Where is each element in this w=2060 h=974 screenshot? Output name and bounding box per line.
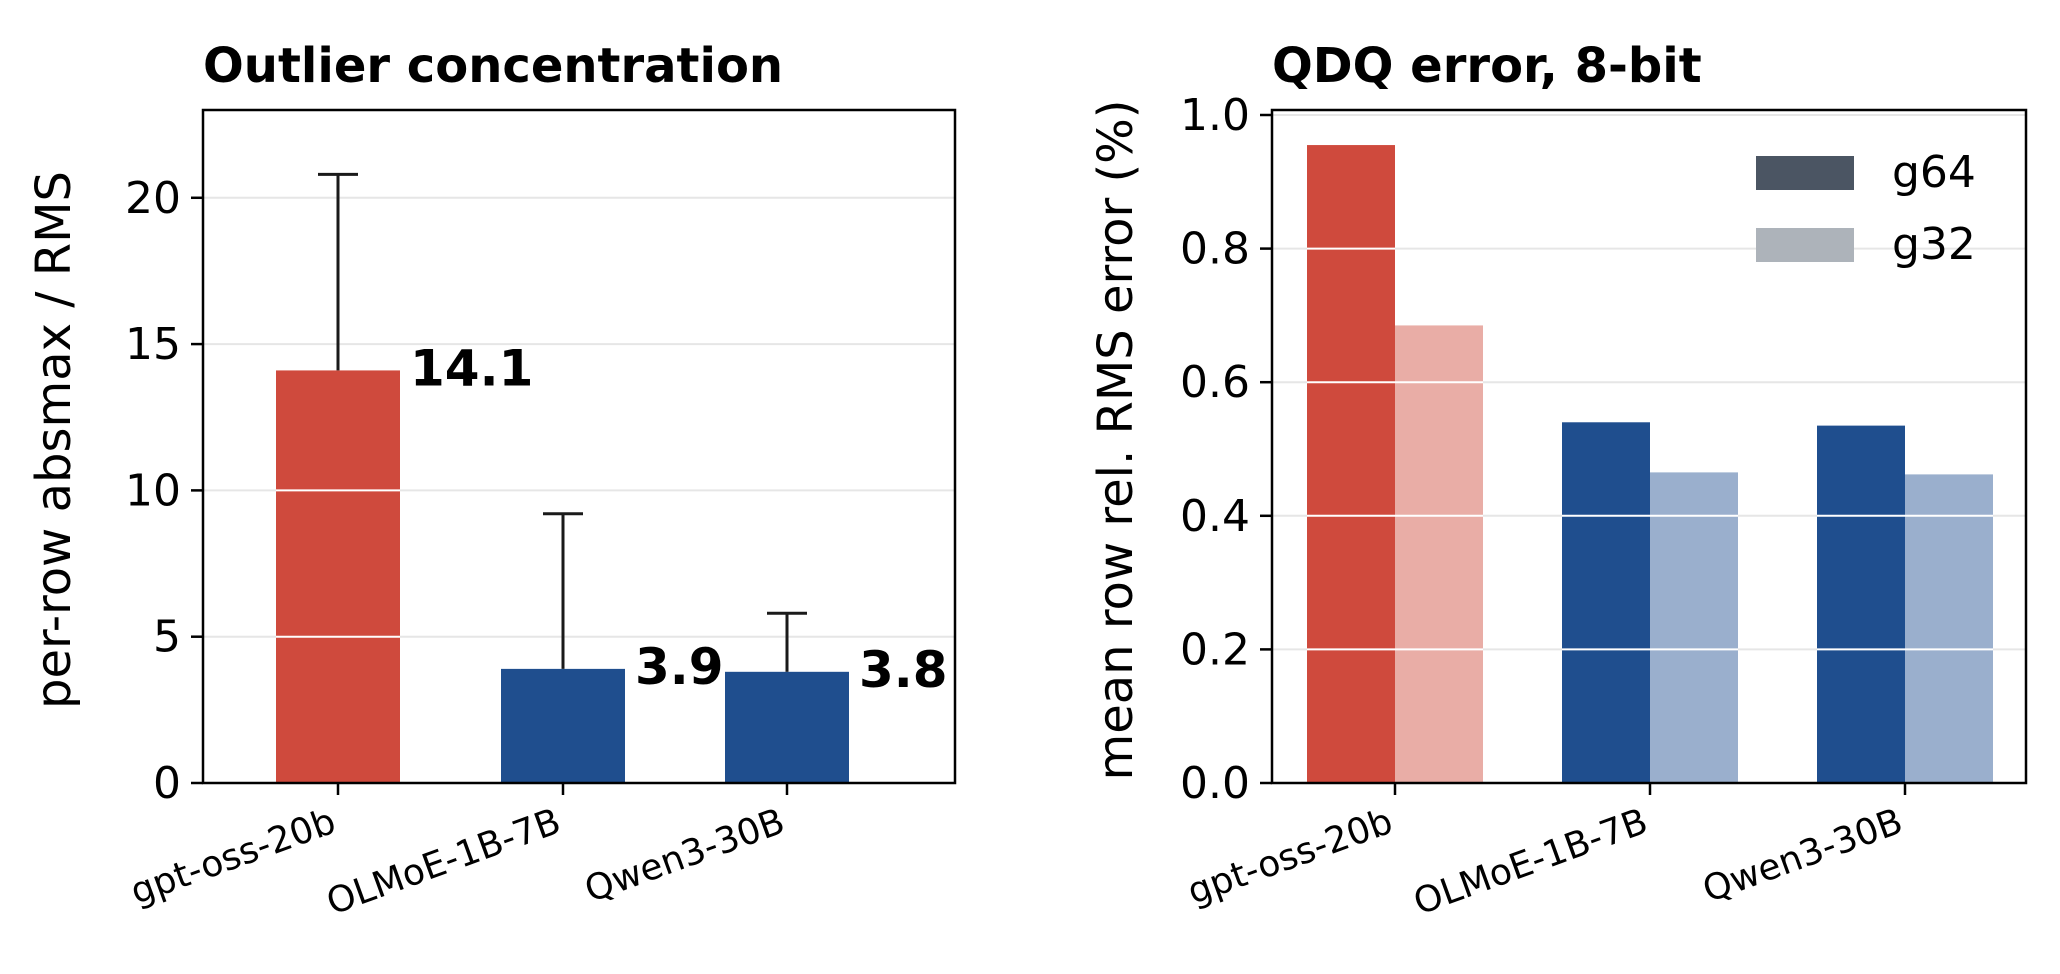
bar-g64: [1562, 422, 1650, 783]
x-tick-label: gpt-oss-20b: [1182, 801, 1398, 913]
legend-label-g64: g64: [1892, 147, 1976, 198]
bars: [1307, 145, 1993, 783]
data-labels: 14.1 3.9 3.8: [410, 339, 948, 698]
axis-ticks: 0.0 0.2 0.4 0.6 0.8 1.0 gpt-oss-20b OLMoE-1B-7B…: [1180, 90, 1908, 923]
y-tick-label: 0.6: [1180, 357, 1250, 408]
data-label: 3.8: [859, 641, 948, 699]
y-tick-label: 10: [125, 465, 181, 516]
bar: [501, 668, 625, 783]
bar: [725, 671, 849, 783]
x-tick-label: Qwen3-30B: [580, 801, 791, 911]
bar-g32: [1650, 472, 1738, 783]
x-tick-label: OLMoE-1B-7B: [321, 801, 566, 923]
plot-frame: [1270, 108, 2028, 785]
y-axis-label: mean row rel. RMS error (%): [1088, 99, 1144, 780]
bar-g32: [1905, 474, 1993, 783]
y-tick-label: 15: [125, 319, 181, 370]
y-tick-label: 1.0: [1180, 90, 1250, 141]
legend-swatch-g32: [1756, 228, 1854, 262]
y-tick-label: 0.8: [1180, 224, 1250, 275]
x-tick-label: OLMoE-1B-7B: [1408, 801, 1653, 923]
bars: [276, 370, 849, 783]
outlier-concentration-chart: Outlier concentration per-row absmax / R…: [26, 38, 957, 924]
y-tick-label: 0: [153, 758, 181, 809]
x-tick-label: Qwen3-30B: [1698, 801, 1909, 911]
qdq-error-chart: QDQ error, 8-bit mean row rel. RMS error…: [1088, 38, 2028, 923]
data-label: 3.9: [635, 638, 724, 696]
y-tick-label: 0.2: [1180, 624, 1250, 675]
chart-title: Outlier concentration: [203, 38, 783, 94]
error-bars: [318, 172, 807, 672]
y-tick-label: 0.4: [1180, 491, 1250, 542]
y-tick-label: 20: [125, 173, 181, 224]
legend-swatch-g64: [1756, 156, 1854, 190]
y-axis-label: per-row absmax / RMS: [26, 171, 82, 709]
x-tick-label: gpt-oss-20b: [125, 801, 341, 913]
data-label: 14.1: [410, 339, 533, 397]
chart-title: QDQ error, 8-bit: [1272, 38, 1702, 94]
bar-g64: [1817, 425, 1905, 783]
y-tick-label: 5: [153, 612, 181, 663]
bar-g32: [1395, 325, 1483, 783]
bar: [276, 370, 400, 783]
y-tick-label: 0.0: [1180, 758, 1250, 809]
legend-label-g32: g32: [1892, 219, 1976, 270]
plot-frame: [201, 108, 957, 785]
bar-g64: [1307, 145, 1395, 783]
